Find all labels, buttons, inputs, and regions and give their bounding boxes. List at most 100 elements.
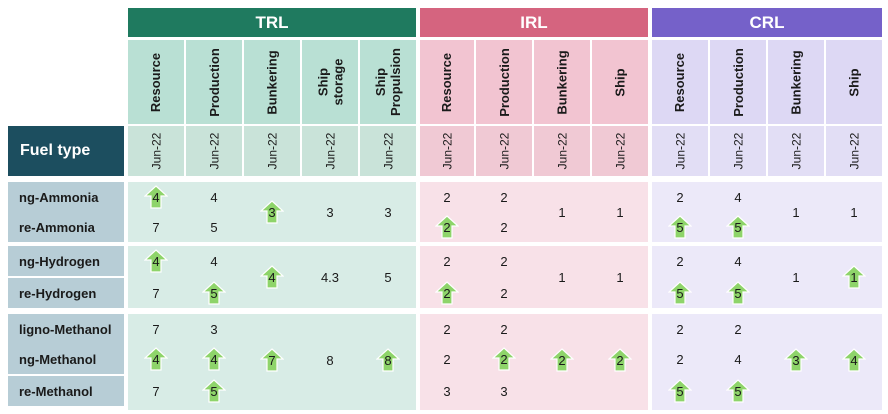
readiness-value: 4 bbox=[850, 353, 858, 368]
column-header: Ship bbox=[592, 40, 648, 124]
table-cell: 2 bbox=[652, 246, 708, 276]
readiness-value: 1 bbox=[616, 269, 624, 285]
column-header-label: Resource bbox=[439, 52, 455, 112]
table-cell: 4 bbox=[186, 182, 242, 212]
table-cell: 4 bbox=[710, 344, 766, 374]
readiness-value: 2 bbox=[558, 353, 566, 368]
upgrade-arrow-icon: 7 bbox=[260, 348, 284, 372]
readiness-value: 2 bbox=[443, 351, 451, 367]
fuel-label: ng-Methanol bbox=[8, 344, 124, 374]
table-cell: 8 bbox=[302, 314, 358, 406]
column-header: Production bbox=[710, 40, 766, 124]
readiness-value: 4 bbox=[734, 253, 742, 269]
readiness-value: 1 bbox=[850, 204, 858, 220]
readiness-value: 5 bbox=[676, 384, 684, 399]
group-header-trl: TRL bbox=[128, 8, 416, 37]
table-cell: 1 bbox=[768, 246, 824, 308]
readiness-value: 4 bbox=[210, 253, 218, 269]
table-cell: 2 bbox=[420, 344, 474, 374]
table-cell: 2 bbox=[476, 314, 532, 344]
readiness-value: 2 bbox=[734, 321, 742, 337]
table-cell: 5 bbox=[710, 212, 766, 242]
readiness-value: 3 bbox=[384, 204, 392, 220]
date-header-label: Jun-22 bbox=[264, 132, 279, 170]
upgrade-arrow-icon: 3 bbox=[784, 348, 808, 372]
fuel-type-header: Fuel type bbox=[8, 126, 124, 176]
readiness-value: 4 bbox=[210, 189, 218, 205]
readiness-value: 3 bbox=[210, 321, 218, 337]
readiness-value: 7 bbox=[152, 383, 160, 399]
readiness-value: 2 bbox=[500, 285, 508, 301]
readiness-value: 5 bbox=[734, 384, 742, 399]
readiness-value: 5 bbox=[384, 269, 392, 285]
readiness-value: 4 bbox=[734, 351, 742, 367]
readiness-value: 1 bbox=[616, 204, 624, 220]
date-header-label: Jun-22 bbox=[788, 132, 803, 170]
readiness-value: 8 bbox=[384, 353, 392, 368]
readiness-value: 2 bbox=[500, 219, 508, 235]
table-cell: 4 bbox=[710, 182, 766, 212]
column-header-label: Ship storage bbox=[315, 58, 345, 106]
date-header-label: Jun-22 bbox=[439, 132, 454, 170]
readiness-value: 5 bbox=[676, 286, 684, 301]
upgrade-arrow-icon: 2 bbox=[550, 348, 574, 372]
table-cell: 2 bbox=[652, 182, 708, 212]
readiness-value: 2 bbox=[443, 189, 451, 205]
upgrade-arrow-icon: 4 bbox=[144, 249, 168, 273]
table-cell: 5 bbox=[360, 246, 416, 308]
table-cell: 4 bbox=[244, 246, 300, 308]
date-header: Jun-22 bbox=[360, 126, 416, 176]
table-cell: 3 bbox=[768, 314, 824, 406]
body-band bbox=[652, 182, 882, 242]
table-cell: 1 bbox=[592, 182, 648, 242]
readiness-value: 2 bbox=[616, 353, 624, 368]
column-header: Resource bbox=[652, 40, 708, 124]
table-cell: 1 bbox=[826, 246, 882, 308]
fuel-label: ng-Ammonia bbox=[8, 182, 124, 212]
readiness-value: 1 bbox=[792, 204, 800, 220]
table-cell: 4 bbox=[186, 246, 242, 276]
column-header: Production bbox=[476, 40, 532, 124]
table-cell: 5 bbox=[186, 278, 242, 308]
table-cell: 3 bbox=[302, 182, 358, 242]
table-cell: 2 bbox=[476, 278, 532, 308]
column-header-label: Bunkering bbox=[264, 49, 280, 115]
column-header: Resource bbox=[420, 40, 474, 124]
date-header: Jun-22 bbox=[244, 126, 300, 176]
readiness-value: 1 bbox=[792, 269, 800, 285]
readiness-value: 2 bbox=[676, 189, 684, 205]
readiness-value: 7 bbox=[268, 353, 276, 368]
table-cell: 2 bbox=[420, 314, 474, 344]
date-header: Jun-22 bbox=[420, 126, 474, 176]
readiness-value: 2 bbox=[500, 321, 508, 337]
column-header: Production bbox=[186, 40, 242, 124]
readiness-value: 4 bbox=[152, 352, 160, 367]
table-cell: 2 bbox=[420, 212, 474, 242]
table-cell: 2 bbox=[710, 314, 766, 344]
upgrade-arrow-icon: 5 bbox=[726, 215, 750, 239]
date-header: Jun-22 bbox=[710, 126, 766, 176]
date-header: Jun-22 bbox=[534, 126, 590, 176]
readiness-value: 5 bbox=[734, 220, 742, 235]
date-header: Jun-22 bbox=[592, 126, 648, 176]
column-header-label: Resource bbox=[148, 52, 164, 112]
table-cell: 3 bbox=[360, 182, 416, 242]
upgrade-arrow-icon: 8 bbox=[376, 348, 400, 372]
table-cell: 7 bbox=[128, 314, 184, 344]
column-header-label: Ship Propulsion bbox=[373, 48, 404, 116]
table-cell: 2 bbox=[652, 314, 708, 344]
upgrade-arrow-icon: 5 bbox=[202, 281, 226, 305]
fuel-label: ligno-Methanol bbox=[8, 314, 124, 344]
date-header: Jun-22 bbox=[186, 126, 242, 176]
date-header-label: Jun-22 bbox=[322, 132, 337, 170]
readiness-value: 7 bbox=[152, 321, 160, 337]
readiness-value: 5 bbox=[676, 220, 684, 235]
readiness-value: 7 bbox=[152, 219, 160, 235]
table-cell: 7 bbox=[128, 212, 184, 242]
readiness-value: 5 bbox=[210, 384, 218, 399]
column-header: Resource bbox=[128, 40, 184, 124]
upgrade-arrow-icon: 2 bbox=[435, 215, 459, 239]
readiness-value: 2 bbox=[443, 286, 451, 301]
readiness-value: 2 bbox=[500, 253, 508, 269]
